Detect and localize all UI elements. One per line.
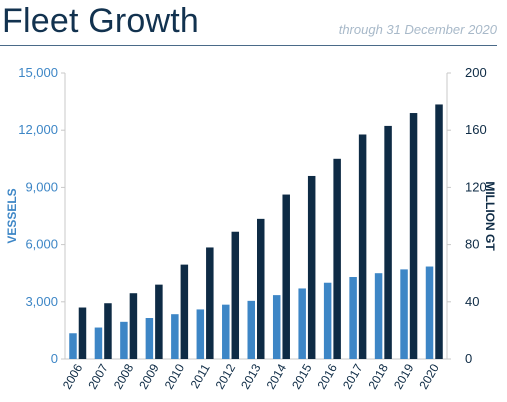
x-tick-label-2018: 2018	[365, 361, 391, 391]
x-tick-label-2015: 2015	[289, 361, 315, 391]
x-tick-label-2020: 2020	[416, 361, 442, 391]
bar-vessels-2019	[400, 269, 408, 359]
x-tick-label-2007: 2007	[85, 361, 111, 391]
x-tick-label-2006: 2006	[60, 361, 86, 391]
bar-gt-2013	[257, 218, 265, 359]
bar-gt-2007	[104, 303, 112, 359]
x-tick-label-2011: 2011	[188, 361, 213, 391]
bar-vessels-2008	[120, 321, 128, 359]
right-tick-label: 160	[465, 122, 487, 137]
x-tick-label-2009: 2009	[136, 361, 162, 391]
bar-vessels-2015	[298, 288, 306, 359]
bar-vessels-2010	[171, 314, 179, 359]
bar-gt-2017	[358, 134, 367, 359]
x-tick-label-2013: 2013	[238, 361, 264, 391]
bar-vessels-2006	[69, 333, 77, 359]
right-axis-title: MILLION GT	[483, 181, 497, 251]
title-divider	[0, 45, 497, 46]
right-tick-label: 200	[465, 65, 487, 80]
bar-gt-2012	[231, 231, 240, 359]
left-tick-label: 9,000	[25, 179, 58, 194]
left-tick-label: 15,000	[18, 65, 58, 80]
bar-gt-2014	[282, 194, 290, 359]
bar-gt-2015	[307, 175, 316, 359]
left-tick-label: 6,000	[25, 237, 58, 252]
bar-gt-2016	[333, 158, 341, 359]
right-tick-label: 80	[465, 237, 479, 252]
chart-subtitle: through 31 December 2020	[338, 22, 497, 37]
bar-gt-2018	[384, 125, 392, 359]
bar-gt-2011	[206, 247, 214, 359]
bar-vessels-2018	[374, 273, 383, 359]
x-tick-label-2012: 2012	[213, 361, 239, 391]
bar-gt-2019	[409, 113, 418, 359]
bar-gt-2008	[129, 293, 138, 359]
x-tick-label-2016: 2016	[315, 361, 341, 391]
bar-vessels-2011	[196, 309, 205, 359]
bar-vessels-2014	[272, 295, 281, 359]
x-tick-label-2010: 2010	[162, 361, 188, 391]
left-tick-label: 0	[51, 351, 58, 366]
right-tick-label: 40	[465, 294, 479, 309]
bar-vessels-2017	[349, 277, 357, 359]
x-tick-label-2019: 2019	[391, 361, 417, 391]
bar-vessels-2007	[94, 327, 103, 359]
left-tick-label: 3,000	[25, 294, 58, 309]
right-tick-label: 120	[465, 179, 487, 194]
bar-gt-2010	[180, 264, 189, 359]
x-tick-label-2014: 2014	[264, 361, 290, 391]
chart-title: Fleet Growth	[2, 2, 200, 40]
right-tick-label: 0	[465, 351, 472, 366]
bar-vessels-2016	[323, 282, 332, 359]
x-tick-label-2008: 2008	[111, 361, 137, 391]
bar-vessels-2012	[222, 304, 230, 359]
left-axis-title: VESSELS	[5, 188, 19, 243]
bar-vessels-2020	[425, 266, 434, 359]
left-tick-label: 12,000	[18, 122, 58, 137]
bar-vessels-2009	[145, 318, 154, 359]
bar-gt-2006	[78, 307, 87, 359]
x-tick-label-2017: 2017	[340, 361, 366, 391]
bar-vessels-2013	[247, 300, 255, 359]
bar-gt-2009	[155, 284, 163, 359]
bar-gt-2020	[435, 104, 443, 360]
